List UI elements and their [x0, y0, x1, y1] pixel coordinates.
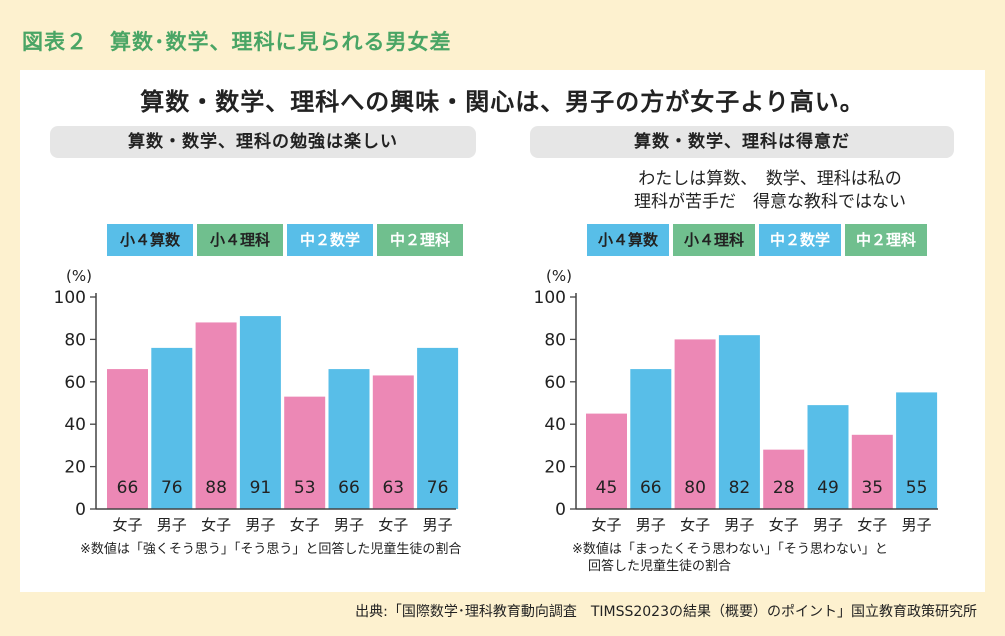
bar-male [896, 392, 938, 509]
right-bar-chart: (%) 0 20 40 60 80 100 45 女子 66 男子 80 女子 82 男子 28 女子 49 男子 3… [534, 267, 938, 534]
bar-male [151, 347, 193, 509]
x-category-label: 男子 [636, 516, 666, 534]
bar-male [807, 405, 849, 509]
x-category-label: 男子 [813, 516, 843, 534]
bar-value-label: 45 [596, 478, 618, 498]
x-category-label: 男子 [157, 516, 187, 534]
x-category-label: 女子 [769, 516, 799, 534]
bar-value-label: 66 [117, 478, 139, 498]
legend-elem4-science: 小４理科 [197, 224, 283, 256]
x-category-label: 女子 [378, 516, 408, 534]
legend-jhs2-science: 中２理科 [845, 224, 927, 256]
bar-value-label: 82 [729, 478, 751, 498]
x-category-label: 男子 [902, 516, 932, 534]
x-category-label: 男子 [334, 516, 364, 534]
bar-male [239, 316, 281, 509]
x-category-label: 女子 [857, 516, 887, 534]
bar-male [328, 369, 370, 509]
figure-title: 図表２ 算数･数学、理科に見られる男女差 [22, 30, 452, 54]
bar-female [284, 396, 326, 509]
bar-value-label: 80 [684, 478, 706, 498]
y-tick-label: 0 [75, 500, 86, 520]
legend-jhs2-science: 中２理科 [377, 224, 463, 256]
y-tick-label: 0 [555, 500, 566, 520]
y-tick-label: 20 [64, 458, 86, 478]
bar-value-label: 49 [817, 478, 839, 498]
bar-value-label: 35 [861, 478, 883, 498]
bar-value-label: 91 [250, 478, 272, 498]
bar-value-label: 76 [427, 478, 449, 498]
y-axis-unit-label: (%) [66, 267, 92, 285]
left-note: ※数値は「強くそう思う」「そう思う」と回答した児童生徒の割合 [80, 542, 462, 557]
right-legend: 小４算数 小４理科 中２数学 中２理科 [587, 224, 927, 256]
right-heading-line1: わたしは算数、 数学、理科は私の [638, 169, 902, 189]
bar-female [851, 434, 893, 509]
right-subtitle: 算数・数学、理科は得意だ [530, 126, 954, 158]
legend-jhs2-math: 中２数学 [287, 224, 373, 256]
y-axis-unit-label: (%) [546, 267, 572, 285]
bar-value-label: 88 [205, 478, 227, 498]
x-category-label: 女子 [112, 516, 142, 534]
bar-value-label: 55 [906, 478, 928, 498]
bar-male [718, 335, 760, 509]
bar-value-label: 66 [640, 478, 662, 498]
right-note-line1: ※数値は「まったくそう思わない」「そう思わない」と [572, 542, 888, 557]
x-category-label: 女子 [290, 516, 320, 534]
bar-male [417, 347, 459, 509]
y-tick-label: 40 [544, 415, 566, 435]
bar-female [674, 339, 716, 509]
legend-elem4-science: 小４理科 [673, 224, 755, 256]
left-bar-chart: (%) 0 20 40 60 80 100 66 女子 76 男子 88 女子 91 男子 53 女子 66 男子 6… [54, 267, 459, 534]
x-category-label: 男子 [724, 516, 754, 534]
bar-male [630, 369, 672, 509]
y-tick-label: 100 [534, 288, 566, 308]
y-tick-label: 80 [544, 330, 566, 350]
y-tick-label: 100 [54, 288, 86, 308]
bar-value-label: 28 [773, 478, 795, 498]
legend-elem4-math: 小４算数 [587, 224, 669, 256]
right-heading-line2: 理科が苦手だ 得意な教科ではない [634, 192, 906, 212]
x-category-label: 男子 [245, 516, 275, 534]
bar-female [372, 375, 414, 509]
legend-jhs2-math: 中２数学 [759, 224, 841, 256]
bar-female [763, 449, 805, 509]
bar-value-label: 76 [161, 478, 183, 498]
headline: 算数・数学、理科への興味・関心は、男子の方が女子より高い。 [140, 88, 865, 116]
bar-female [195, 322, 237, 509]
bar-value-label: 53 [294, 478, 316, 498]
source-citation: 出典:「国際数学･理科教育動向調査 TIMSS2023の結果（概要）のポイント」… [355, 604, 977, 620]
x-category-label: 女子 [591, 516, 621, 534]
y-tick-label: 60 [544, 373, 566, 393]
x-category-label: 男子 [423, 516, 453, 534]
legend-elem4-math: 小４算数 [107, 224, 193, 256]
bar-female [586, 413, 627, 509]
y-tick-label: 40 [64, 415, 86, 435]
right-column-heading: わたしは算数、 数学、理科は私の 理科が苦手だ 得意な教科ではない [590, 168, 950, 214]
right-note: ※数値は「まったくそう思わない」「そう思わない」と 回答した児童生徒の割合 [572, 541, 888, 575]
bar-value-label: 63 [382, 478, 404, 498]
bar-female [107, 369, 148, 509]
right-note-line2: 回答した児童生徒の割合 [588, 559, 732, 574]
left-subtitle: 算数・数学、理科の勉強は楽しい [50, 126, 476, 158]
bar-value-label: 66 [338, 478, 360, 498]
y-tick-label: 80 [64, 330, 86, 350]
y-tick-label: 60 [64, 373, 86, 393]
chart-panel: 算数・数学、理科への興味・関心は、男子の方が女子より高い。 算数・数学、理科の勉… [20, 70, 985, 592]
y-tick-label: 20 [544, 458, 566, 478]
x-category-label: 女子 [680, 516, 710, 534]
left-legend: 小４算数 小４理科 中２数学 中２理科 [107, 224, 463, 256]
x-category-label: 女子 [201, 516, 231, 534]
